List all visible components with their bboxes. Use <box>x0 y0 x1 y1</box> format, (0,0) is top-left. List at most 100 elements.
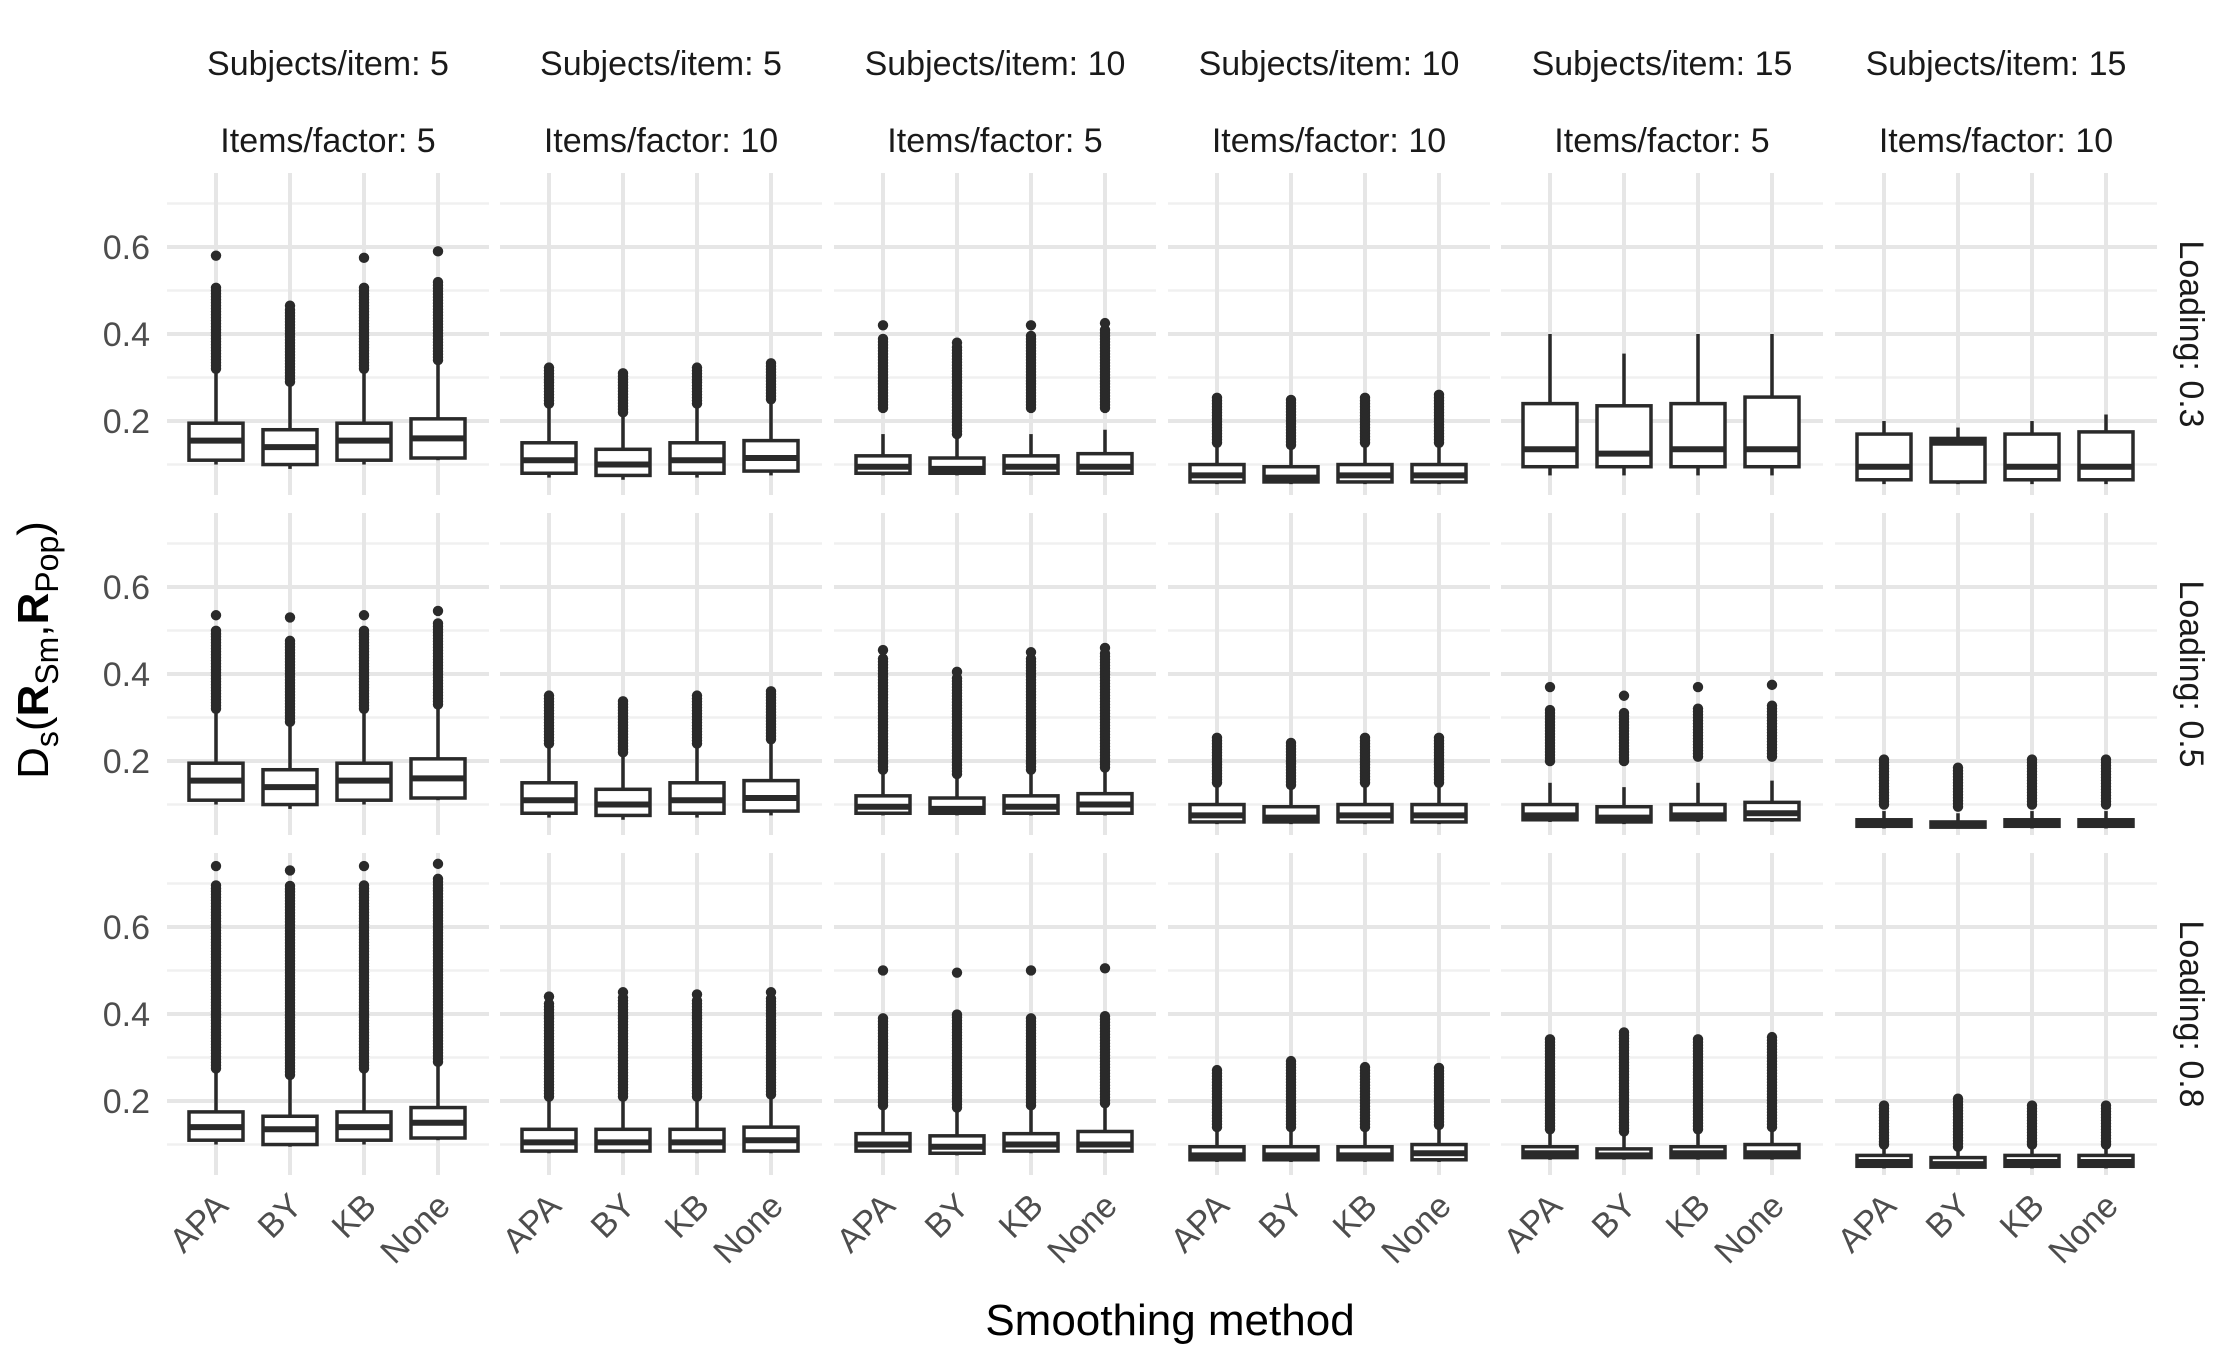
box-apa <box>1188 392 1246 485</box>
outlier-point <box>1285 1055 1297 1067</box>
outlier-point <box>1211 392 1223 403</box>
x-tick-label: BY <box>584 1187 643 1246</box>
outlier-max-point <box>284 612 296 623</box>
outlier-point <box>432 618 444 629</box>
outlier-max-point <box>1766 679 1778 691</box>
panel-r2-c5 <box>1501 513 1823 835</box>
x-tick-label: BY <box>1252 1187 1311 1246</box>
iqr-box <box>1076 451 1134 475</box>
box-apa <box>1188 1064 1246 1162</box>
column-strip-items-label: Items/factor: 10 <box>1212 122 1446 160</box>
x-tick-label: KB <box>992 1187 1051 1246</box>
row-strip-label: Loading: 0.5 <box>2172 580 2210 767</box>
outlier-max-point <box>358 610 370 621</box>
box-none <box>1410 732 1468 825</box>
box-kb <box>2003 421 2061 485</box>
iqr-box <box>1669 401 1727 469</box>
outlier-point <box>1766 700 1778 711</box>
box-by <box>928 967 986 1156</box>
panel-r2-c3 <box>834 513 1156 835</box>
box-by <box>928 666 986 816</box>
box-kb <box>1669 681 1727 822</box>
column-strip-subjects-label: Subjects/item: 5 <box>540 45 782 83</box>
outlier-point <box>1359 1061 1371 1073</box>
outlier-point <box>617 696 629 707</box>
outlier-point <box>1025 1013 1037 1024</box>
outlier-point <box>765 686 777 697</box>
outlier-point <box>2100 754 2112 765</box>
outlier-max-point <box>210 610 222 621</box>
box-by <box>1929 427 1987 485</box>
box-by <box>1929 762 1987 829</box>
outlier-point <box>1433 1062 1445 1074</box>
panel-r1-c1 <box>167 173 489 495</box>
box-apa <box>854 320 912 476</box>
x-tick-label: None <box>2041 1187 2125 1271</box>
outlier-point <box>877 333 889 345</box>
outlier-point <box>358 625 370 637</box>
box-kb <box>1669 334 1727 476</box>
outlier-point <box>2026 1100 2038 1111</box>
box-by <box>1929 1093 1987 1169</box>
box-apa <box>520 991 578 1154</box>
outlier-point <box>1544 704 1556 716</box>
box-none <box>742 686 800 816</box>
x-tick-label: APA <box>1830 1187 1903 1260</box>
row-strip-label: Loading: 0.8 <box>2172 920 2210 1107</box>
outlier-point <box>1766 1031 1778 1043</box>
outlier-max-point <box>1099 963 1111 974</box>
outlier-max-point <box>284 865 296 876</box>
outlier-max-point <box>358 252 370 264</box>
box-kb <box>2003 754 2061 829</box>
panel-r1-c2 <box>500 173 822 495</box>
x-tick-label: APA <box>1496 1187 1569 1260</box>
y-axis-title: Ds(RSm,RPop) <box>9 521 65 779</box>
x-tick-label: None <box>1707 1187 1791 1271</box>
outlier-point <box>1211 732 1223 743</box>
box-by <box>594 368 652 480</box>
box-apa <box>1521 1034 1579 1160</box>
x-tick-label: BY <box>251 1187 310 1246</box>
outlier-max-point <box>1025 320 1037 331</box>
outlier-max-point <box>951 666 963 678</box>
panel-r1-c3 <box>834 173 1156 495</box>
column-strip-items-label: Items/factor: 10 <box>1879 122 2113 160</box>
iqr-box <box>1595 404 1653 469</box>
outlier-point <box>1878 754 1890 765</box>
outlier-point <box>1433 389 1445 400</box>
box-none <box>742 987 800 1154</box>
y-tick-label: 0.4 <box>103 316 150 354</box>
iqr-box <box>2077 430 2135 482</box>
iqr-box <box>1521 401 1579 469</box>
y-tick-label: 0.4 <box>103 996 150 1034</box>
box-apa <box>1188 732 1246 825</box>
box-apa <box>1521 681 1579 822</box>
outlier-point <box>1952 762 1964 773</box>
x-tick-label: BY <box>1585 1187 1644 1246</box>
y-tick-label: 0.2 <box>103 743 150 781</box>
outlier-point <box>765 358 777 369</box>
panel-r3-c1 <box>167 853 489 1175</box>
iqr-box <box>1743 395 1801 469</box>
outlier-point <box>951 1009 963 1020</box>
outlier-max-point <box>1544 681 1556 693</box>
outlier-point <box>432 276 444 288</box>
x-tick-label: APA <box>495 1187 568 1260</box>
outlier-max-point <box>432 246 444 257</box>
y-title-d-sub: s <box>29 731 65 747</box>
y-title-d: D <box>9 747 58 779</box>
box-by <box>261 612 319 809</box>
x-axis-title: Smoothing method <box>985 1296 1354 1345</box>
box-none <box>1743 334 1801 476</box>
box-by <box>1595 1027 1653 1160</box>
x-tick-label: APA <box>162 1187 235 1260</box>
box-kb <box>1002 647 1060 816</box>
outlier-point <box>1952 1093 1964 1104</box>
panel-r1-c6 <box>1835 173 2157 495</box>
box-by <box>594 696 652 820</box>
outlier-point <box>2100 1100 2112 1111</box>
x-tick-label: KB <box>1659 1187 1718 1246</box>
box-by <box>1595 690 1653 825</box>
panel-r1-c5 <box>1501 173 1823 495</box>
outlier-max-point <box>1099 642 1111 654</box>
